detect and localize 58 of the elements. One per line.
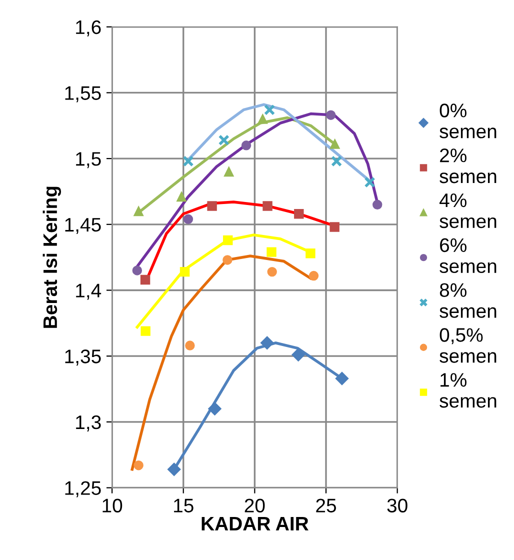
point: [218, 134, 230, 146]
x-tick-label: 30: [387, 498, 408, 512]
legend-label: 0,5% semen: [440, 328, 496, 363]
point: [208, 402, 222, 416]
y-tick-label: 1,55: [65, 86, 101, 102]
point: [331, 156, 342, 167]
point: [132, 266, 142, 276]
point: [335, 372, 349, 386]
y-tick-label: 1,35: [65, 350, 101, 366]
point: [140, 326, 150, 336]
point: [372, 200, 382, 210]
point: [326, 110, 336, 120]
legend-label: 2% semen: [440, 148, 496, 184]
point: [140, 274, 150, 285]
x-tick-label: 20: [244, 498, 265, 512]
y-tick-label: 1,4: [76, 284, 102, 300]
x-tick-label: 25: [316, 498, 336, 512]
point: [222, 255, 232, 265]
y-tick-label: 1,5: [76, 152, 101, 168]
point: [330, 139, 340, 149]
point: [260, 336, 274, 350]
point: [224, 166, 234, 177]
y-axis-title: Berat Isi Kering: [42, 186, 62, 328]
y-tick-label: 1,6: [76, 20, 101, 36]
point: [364, 176, 376, 188]
x-tick-label: 15: [174, 498, 194, 512]
point: [207, 201, 217, 211]
point: [262, 201, 272, 211]
point: [330, 222, 340, 232]
point: [223, 235, 233, 246]
y-tick-label: 1,45: [65, 218, 101, 234]
point: [266, 247, 276, 257]
point: [241, 140, 252, 150]
point: [292, 348, 305, 362]
point: [264, 104, 276, 116]
y-tick-label: 1,3: [76, 415, 101, 432]
point: [134, 206, 144, 216]
point: [176, 192, 186, 202]
point: [185, 340, 195, 350]
point: [306, 248, 316, 258]
point: [267, 266, 277, 277]
point: [134, 460, 144, 470]
point: [308, 270, 319, 281]
legend-label: 4% semen: [440, 193, 496, 228]
x-tick-label: 10: [102, 498, 122, 512]
point: [258, 114, 268, 124]
point: [183, 214, 194, 224]
point: [168, 462, 181, 476]
point: [182, 156, 194, 167]
legend-label: 1% semen: [440, 373, 496, 408]
legend-label: 0% semen: [440, 104, 496, 138]
point: [294, 209, 304, 219]
legend-label: 8% semen: [440, 283, 496, 318]
line-series: [186, 103, 372, 182]
legend-label: 6% semen: [440, 238, 496, 274]
y-tick-label: 1,25: [65, 481, 101, 498]
x-axis-title: KADAR AIR: [202, 517, 308, 530]
point: [180, 266, 190, 277]
